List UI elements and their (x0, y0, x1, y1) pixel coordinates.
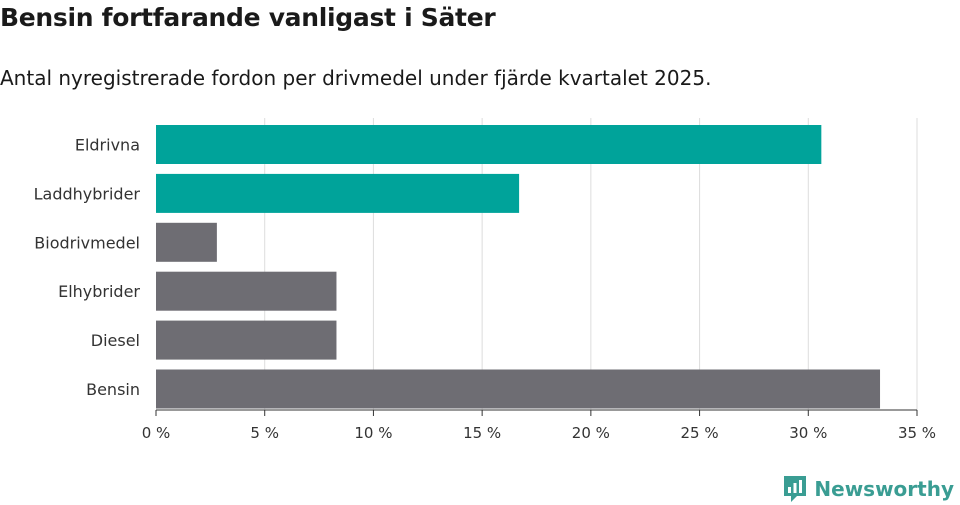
category-label: Eldrivna (75, 136, 140, 155)
x-tick-label: 0 % (142, 424, 171, 442)
chart-title: Bensin fortfarande vanligast i Säter (0, 3, 496, 32)
category-label: Biodrivmedel (34, 233, 140, 252)
x-tick-label: 30 % (789, 424, 827, 442)
category-label: Elhybrider (58, 282, 140, 301)
category-label: Diesel (91, 331, 140, 350)
bar-elhybrider (156, 271, 337, 311)
bar-bensin (156, 369, 881, 409)
bar-chart: Eldrivna Laddhybrider Biodrivmedel Elhybrid… (34, 118, 936, 442)
x-tick-label: 25 % (681, 424, 719, 442)
x-tick-label: 10 % (354, 424, 392, 442)
x-tick-label: 35 % (898, 424, 936, 442)
newsworthy-logo-icon (784, 476, 807, 502)
x-tick-label: 15 % (463, 424, 501, 442)
bar-eldrivna (156, 125, 822, 164)
brand-name: Newsworthy (814, 477, 954, 501)
x-tick-label: 20 % (572, 424, 610, 442)
chart-subtitle: Antal nyregistrerade fordon per drivmede… (0, 66, 712, 90)
bar-diesel (156, 320, 337, 360)
bar-biodrivmedel (156, 222, 217, 262)
bar-laddhybrider (156, 173, 520, 213)
category-label: Bensin (86, 380, 140, 399)
x-tick-label: 5 % (250, 424, 279, 442)
brand-logo: Newsworthy (782, 474, 954, 504)
category-label: Laddhybrider (34, 184, 141, 203)
